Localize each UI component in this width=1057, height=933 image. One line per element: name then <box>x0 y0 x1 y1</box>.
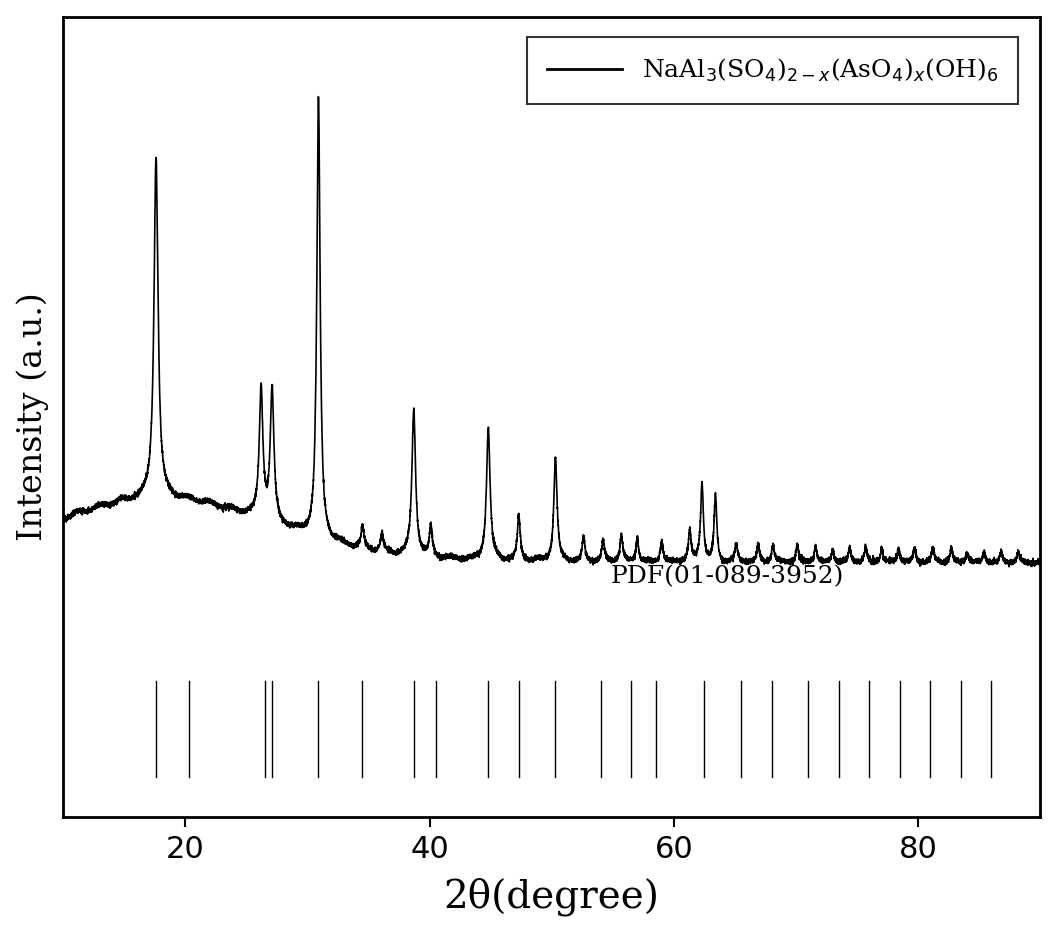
Y-axis label: Intensity (a.u.): Intensity (a.u.) <box>17 292 50 541</box>
X-axis label: 2θ(degree): 2θ(degree) <box>444 878 660 916</box>
Legend: NaAl$_3$(SO$_4$)$_{2-x}$(AsO$_4$)$_x$(OH)$_6$: NaAl$_3$(SO$_4$)$_{2-x}$(AsO$_4$)$_x$(OH… <box>526 37 1018 104</box>
Text: PDF(01-089-3952): PDF(01-089-3952) <box>610 565 843 589</box>
